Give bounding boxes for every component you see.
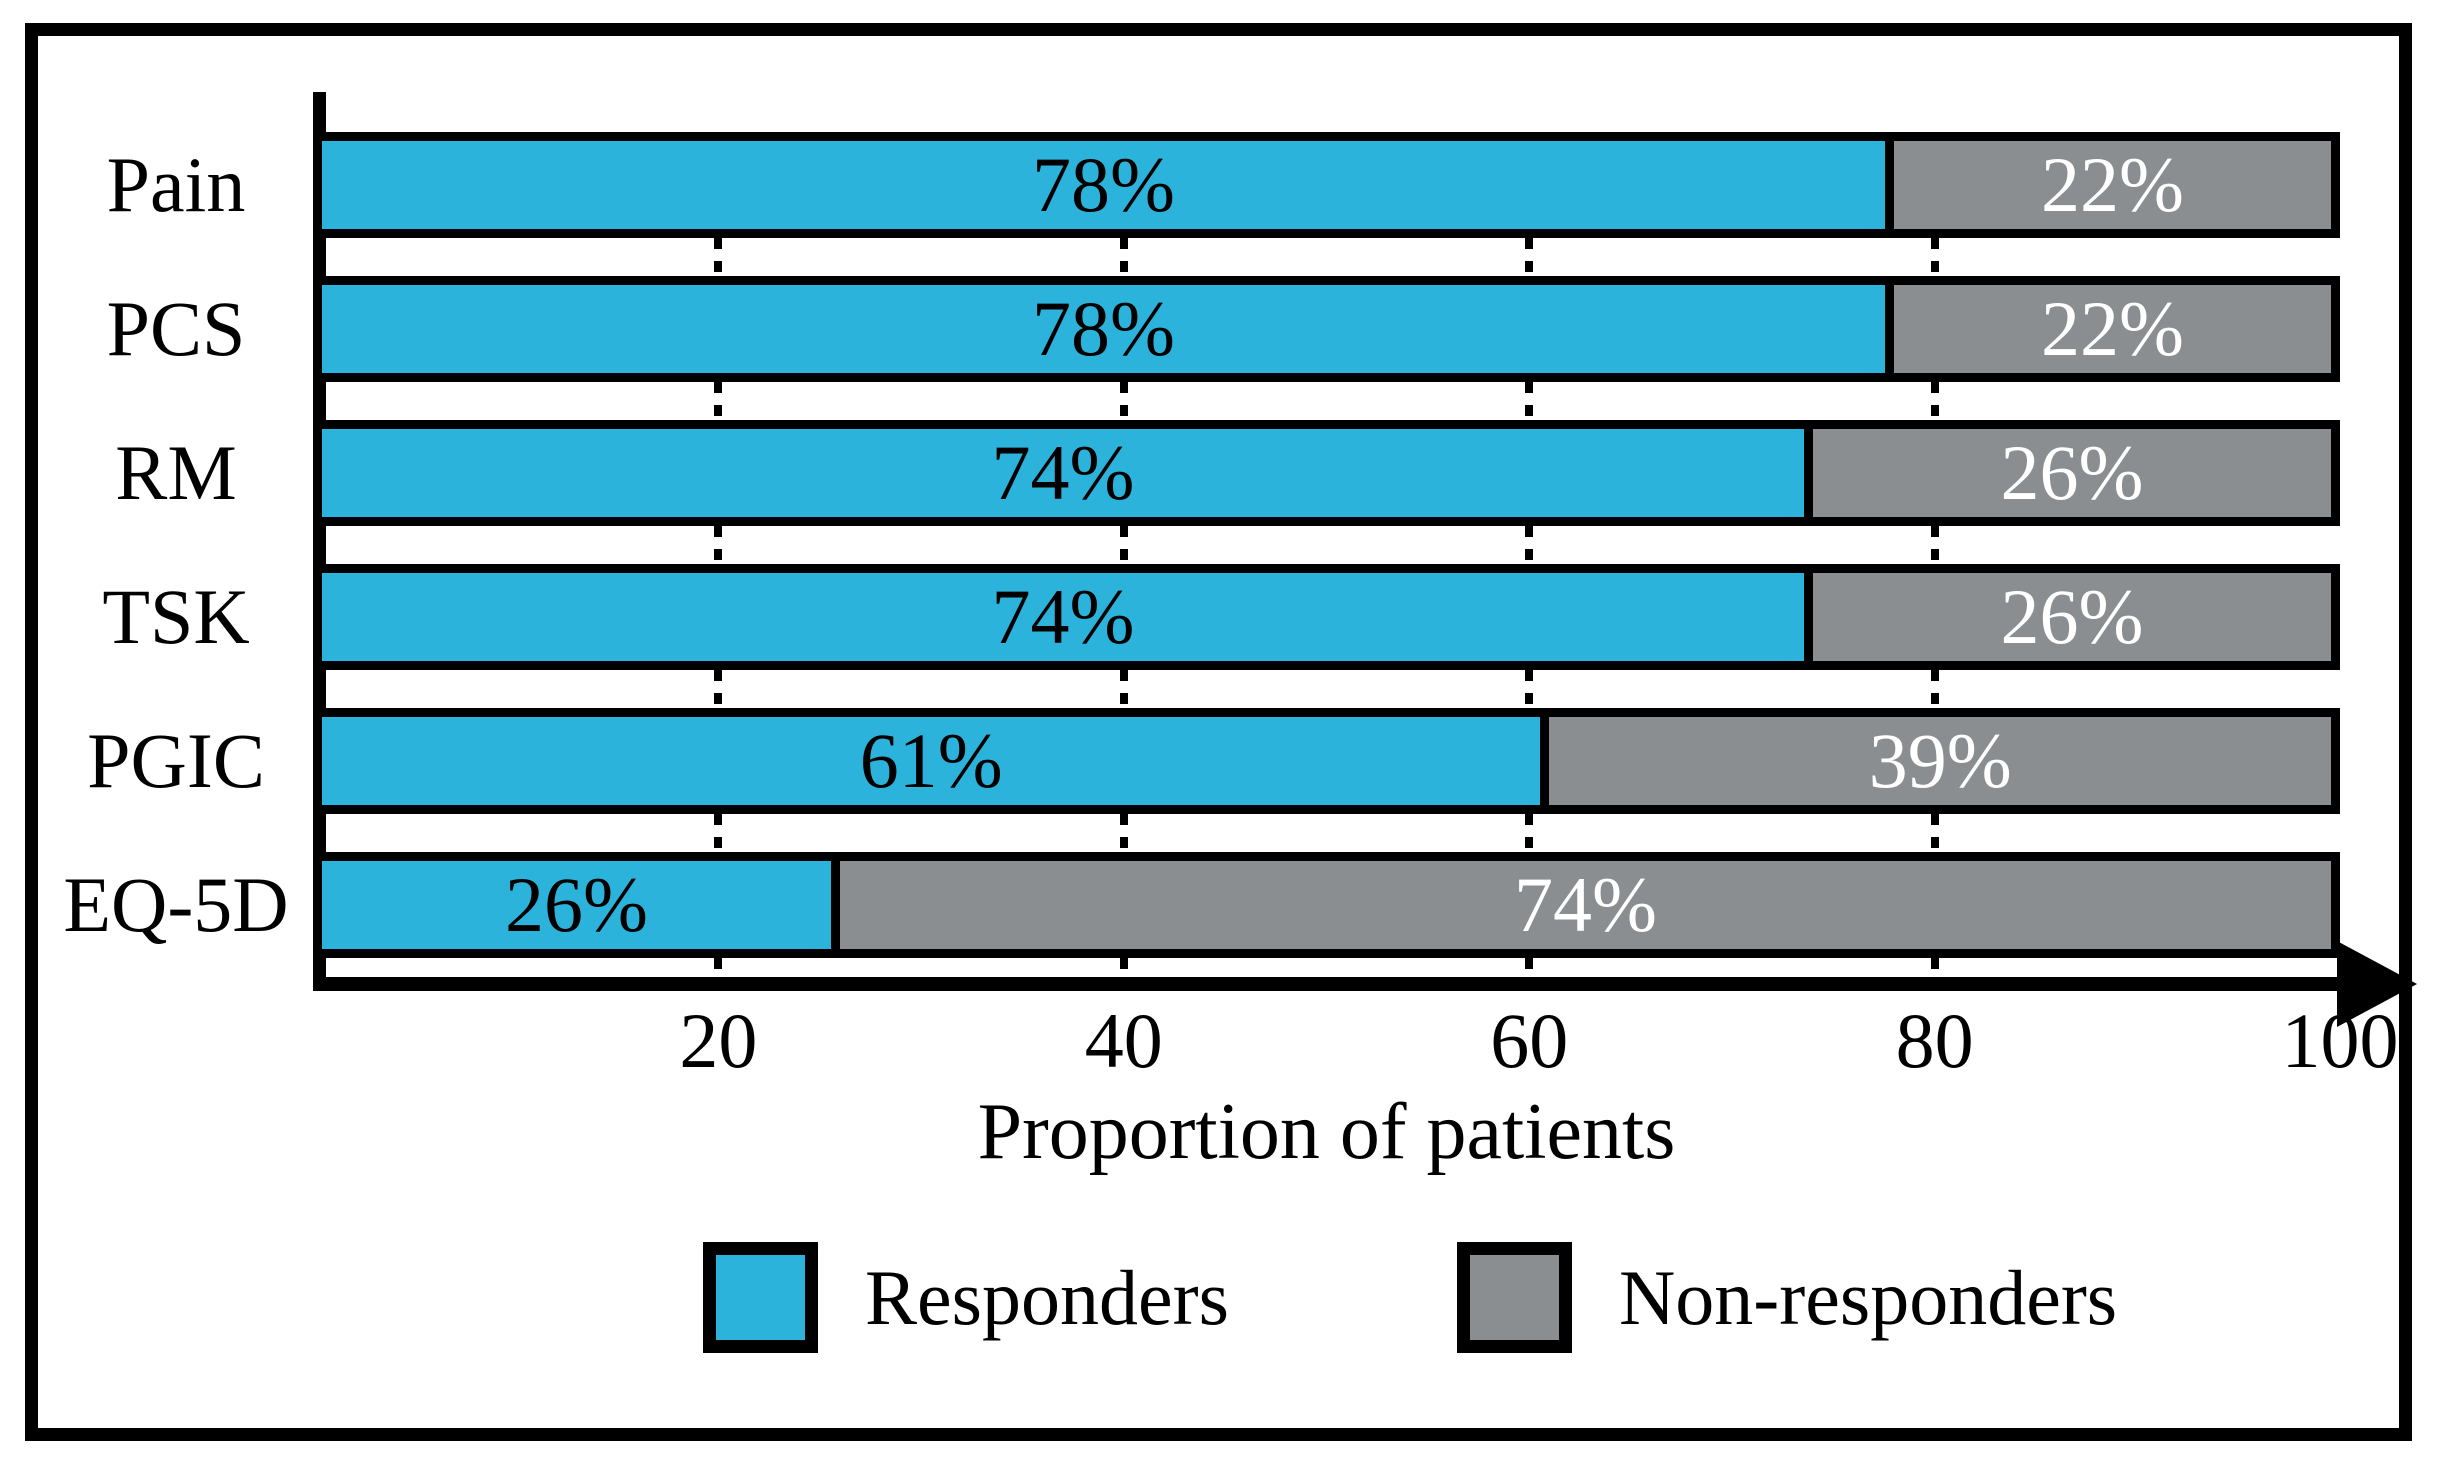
legend-swatch-non-responders [1456, 1242, 1572, 1353]
bar-track: 78% 22% [313, 276, 2340, 382]
bar-track: 61% 39% [313, 708, 2340, 814]
bar-value-label: 61% [859, 717, 1003, 804]
bar-row: EQ-5D 26% 74% [63, 852, 2340, 958]
category-label: TSK [102, 573, 250, 660]
bar-value-label: 26% [2000, 573, 2144, 660]
bar-track: 74% 26% [313, 420, 2340, 526]
bar-segment-responders: 26% [313, 852, 841, 958]
legend-item-non-responders: Non-responders [1456, 1242, 2118, 1353]
x-tick-label: 80 [1895, 997, 1974, 1084]
x-tick-label: 100 [2281, 997, 2399, 1084]
bar-segment-responders: 61% [313, 708, 1550, 814]
x-axis-title: Proportion of patients [977, 1088, 1676, 1176]
gridline-dash [1930, 670, 1939, 708]
bar-value-label: 26% [505, 861, 648, 948]
gridline-dash [1119, 670, 1128, 708]
bar-value-label: 78% [1032, 285, 1176, 372]
legend-label-non-responders: Non-responders [1618, 1253, 2118, 1341]
bar-segment-responders: 78% [313, 276, 1895, 382]
gridline-dash [1930, 814, 1939, 852]
gridline-dash [1525, 670, 1534, 708]
gridline-dash [1930, 526, 1939, 564]
bar-value-label: 26% [2000, 429, 2144, 516]
gridline-dash [1119, 238, 1128, 276]
gridline-dash [1119, 526, 1128, 564]
bar-value-label: 22% [2041, 141, 2185, 228]
bar-row: PCS 78% 22% [107, 276, 2340, 382]
gridline-dash [714, 382, 723, 420]
bar-value-label: 78% [1032, 141, 1176, 228]
gridline-dash [1525, 526, 1534, 564]
bar-track: 26% 74% [313, 852, 2340, 958]
gridline-dash [1525, 814, 1534, 852]
bar-segment-non-responders: 26% [1803, 564, 2340, 670]
bar-value-label: 74% [991, 429, 1135, 516]
legend-label-responders: Responders [865, 1253, 1229, 1341]
bar-value-label: 74% [991, 573, 1135, 660]
category-label: Pain [106, 141, 246, 228]
plot-area: Pain 78% 22% PCS 78% 22% RM 74% 26% TSK 74% 26% PGIC… [63, 132, 2399, 1080]
bar-row: PGIC 61% 39% [87, 708, 2340, 814]
bar-segment-non-responders: 22% [1885, 276, 2340, 382]
bar-track: 74% 26% [313, 564, 2340, 670]
bar-row: Pain 78% 22% [107, 132, 2340, 238]
gridline-dash [714, 814, 723, 852]
gridline-dash [1119, 382, 1128, 420]
gridline-dash [1525, 238, 1534, 276]
legend-swatch-responders [703, 1242, 818, 1353]
x-tick-label: 60 [1490, 997, 1569, 1084]
bar-segment-non-responders: 26% [1803, 420, 2340, 526]
gridline-dash [1525, 382, 1534, 420]
category-label: PGIC [87, 717, 265, 804]
legend: Responders Non-responders [703, 1242, 2117, 1353]
legend-item-responders: Responders [703, 1242, 1229, 1353]
gridline-dash [1930, 958, 1939, 977]
gridline-dash [1930, 238, 1939, 276]
bar-segment-responders: 74% [313, 564, 1813, 670]
x-tick-label: 40 [1084, 997, 1163, 1084]
gridline-dash [714, 958, 723, 977]
bar-row: TSK 74% 26% [102, 564, 2340, 670]
bar-value-label: 74% [1514, 861, 1657, 948]
gridline-dash [1119, 814, 1128, 852]
x-axis-arrowhead [2337, 941, 2417, 1027]
bar-segment-responders: 74% [313, 420, 1813, 526]
bar-segment-responders: 78% [313, 132, 1895, 238]
gridline-dash [714, 670, 723, 708]
category-label: EQ-5D [63, 861, 289, 948]
gridline-dash [714, 526, 723, 564]
category-label: RM [115, 429, 237, 516]
bar-value-label: 39% [1868, 717, 2012, 804]
figure-border [25, 23, 2412, 1441]
bar-track: 78% 22% [313, 132, 2340, 238]
bar-value-label: 22% [2041, 285, 2185, 372]
x-tick-label: 20 [679, 997, 758, 1084]
gridline-dash [714, 238, 723, 276]
bar-segment-non-responders: 22% [1885, 132, 2340, 238]
gridline-dash [1930, 382, 1939, 420]
bar-segment-non-responders: 74% [831, 852, 2340, 958]
gridline-dash [1525, 958, 1534, 977]
gridline-dash [1119, 958, 1128, 977]
bar-row: RM 74% 26% [115, 420, 2340, 526]
x-axis-line [313, 977, 2345, 991]
bar-segment-non-responders: 39% [1540, 708, 2340, 814]
category-label: PCS [106, 285, 246, 372]
